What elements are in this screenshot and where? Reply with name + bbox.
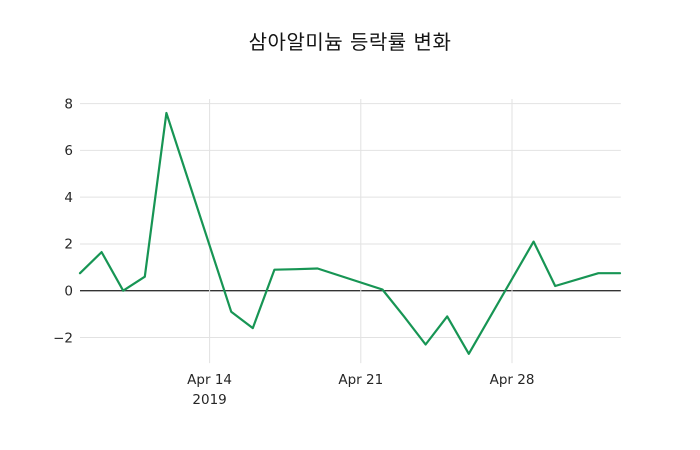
y-tick-label: 8 (64, 96, 73, 112)
y-tick-label: 4 (64, 190, 73, 206)
y-tick-label: 2 (64, 237, 73, 253)
y-tick-label: 6 (64, 143, 73, 159)
x-tick-sublabel: 2019 (192, 392, 226, 408)
y-tick-label: 0 (64, 284, 73, 300)
series-line (78, 111, 622, 355)
chart-title: 삼아알미늄 등락률 변화 (248, 30, 452, 54)
x-tick-label: Apr 14 (187, 372, 232, 388)
x-tick-label: Apr 21 (338, 372, 383, 388)
y-tick-label: −2 (53, 330, 73, 346)
x-tick-label: Apr 28 (490, 372, 535, 388)
